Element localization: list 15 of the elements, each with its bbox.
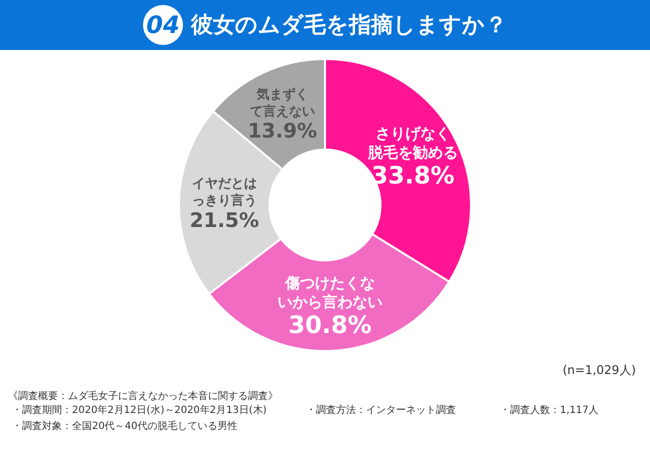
text: ・調査対象：全国20代～40代の脱毛している男性 bbox=[11, 420, 238, 434]
text: (n=1,029人) bbox=[562, 362, 636, 379]
text: ・調査人数：1,117人 bbox=[499, 404, 600, 418]
slice-label: 気まずくて言えない bbox=[250, 86, 315, 120]
text: ・調査方法：インターネット調査 bbox=[305, 404, 457, 418]
data-label: 13.9% bbox=[248, 118, 318, 143]
data-label: 33.8% bbox=[371, 161, 455, 190]
slice-label: 傷つけたくないから言わない bbox=[278, 274, 383, 312]
data-label: 30.8% bbox=[288, 311, 372, 340]
text: ・調査期間：2020年2月12日(水)～2020年2月13日(木) bbox=[11, 404, 268, 418]
slice-label: イヤだとはっきり言う bbox=[192, 176, 257, 209]
data-label: 21.5% bbox=[190, 208, 259, 232]
chart-title: 04 彼女のムダ毛を指摘しますか？ bbox=[145, 10, 507, 41]
slice-label: さりげなく脱毛を勧める bbox=[366, 124, 458, 162]
text: 《調査概要：ムダ毛女子に言えなかった本音に関する調査》 bbox=[8, 390, 279, 404]
